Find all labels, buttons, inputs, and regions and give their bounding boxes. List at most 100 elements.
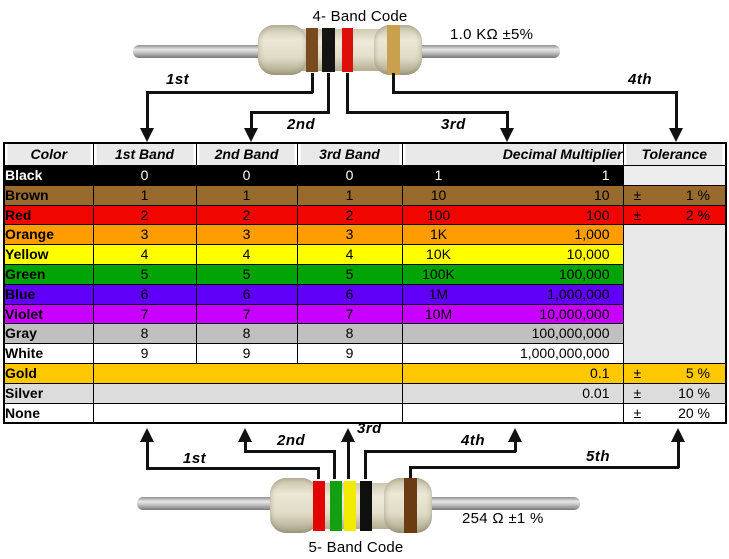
multiplier-cell [401, 402, 624, 424]
bottom-arrow-2nd-head [238, 428, 252, 442]
multiplier-prefix: 100 [426, 206, 451, 223]
bottom-band-1st-red [313, 481, 325, 531]
multiplier-value: 100 [586, 206, 610, 223]
multiplier-cell: 100 100 [401, 204, 624, 226]
plus-minus-sign: ± [633, 206, 642, 223]
header-1st-band: 1st Band [92, 142, 197, 166]
multiplier-value: 1,000 [574, 226, 610, 243]
top-arrow-4th-head [669, 128, 683, 142]
multiplier-cell: 1M 1,000,000 [401, 283, 624, 305]
color-name-cell: Orange [3, 224, 94, 246]
top-band-4th-gold [387, 25, 400, 75]
tolerance-cell [622, 224, 727, 364]
top-arrow-1st-line [146, 91, 313, 94]
multiplier-value: 10,000,000 [539, 305, 610, 322]
multiplier-value: 1 [601, 167, 610, 183]
top-arrow-1st-line [146, 91, 149, 129]
bottom-band-4th-black [360, 481, 372, 531]
bottom-arrow-4th-line [364, 450, 516, 453]
multiplier-value: 100,000 [558, 265, 610, 282]
header-color: Color [3, 142, 94, 166]
bottom-arrow-3rd-head [341, 428, 355, 442]
plus-minus-sign: ± [633, 364, 642, 381]
tolerance-cell: ±20 % [622, 402, 727, 424]
multiplier-prefix: 10M [424, 305, 453, 322]
top-arrow-2nd-label: 2nd [287, 116, 316, 133]
band-digit-cell: 0 [92, 165, 197, 186]
top-arrow-1st-head [140, 128, 154, 142]
top-band-1st-brown [306, 28, 318, 72]
bottom-arrow-4th-label: 4th [461, 432, 485, 449]
color-name-cell: Green [3, 263, 94, 285]
tolerance-cell [622, 165, 727, 186]
table-row: Blue 6 6 6 1M 1,000,000 [3, 283, 726, 305]
bottom-arrow-2nd-line [244, 450, 335, 453]
bottom-band-3rd-yellow [344, 481, 356, 531]
tolerance-value: 5 % [685, 364, 710, 381]
bottom-arrow-3rd-line [347, 441, 350, 479]
tolerance-cell: ±10 % [622, 382, 727, 404]
color-code-table: Color 1st Band 2nd Band 3rd Band Decimal… [3, 142, 727, 425]
plus-minus-sign: ± [633, 404, 642, 421]
table-row: Orange 3 3 3 1K 1,000 [3, 224, 727, 364]
top-arrow-3rd-line [346, 73, 349, 113]
color-name-cell: Brown [3, 184, 94, 206]
table-row: Gold 0.1 ±5 % [3, 362, 727, 384]
bottom-arrow-5th-line [677, 441, 680, 468]
multiplier-prefix: 1K [429, 226, 448, 243]
bottom-arrow-5th-line [409, 466, 412, 479]
bottom-arrow-4th-head [508, 428, 522, 442]
bottom-arrow-2nd-line [333, 450, 336, 479]
merged-bands-cell [92, 402, 403, 424]
multiplier-cell: 10M 10,000,000 [401, 303, 624, 325]
header-2nd-band: 2nd Band [195, 142, 298, 166]
header-tolerance: Tolerance [622, 142, 727, 166]
table-row: Violet 7 7 7 10M 10,000,000 [3, 303, 726, 325]
table-row: Silver 0.01 ±10 % [3, 382, 727, 404]
bottom-band-5th-brown [404, 478, 417, 533]
band-digit-cell: 2 [195, 204, 298, 226]
multiplier-cell: 0.01 [401, 382, 624, 404]
band-digit-cell: 9 [92, 343, 197, 364]
bottom-arrow-5th-label: 5th [586, 448, 610, 465]
top-arrow-4th-line [392, 73, 395, 93]
table-row: None ±20 % [3, 402, 727, 424]
top-arrow-4th-line [392, 91, 678, 94]
band-digit-cell: 5 [296, 263, 403, 285]
band-digit-cell: 7 [92, 303, 197, 325]
multiplier-value: 0.01 [582, 384, 610, 401]
band-digit-cell: 3 [92, 224, 197, 246]
multiplier-cell: 10 10 [401, 184, 624, 206]
band-digit-cell: 8 [92, 323, 197, 345]
band-digit-cell: 4 [92, 244, 197, 265]
multiplier-prefix: 100K [422, 265, 455, 282]
multiplier-value: 1,000,000,000 [519, 345, 610, 362]
band-digit-cell: 3 [195, 224, 298, 246]
top-resistor-value: 1.0 KΩ ±5% [450, 26, 534, 43]
table-header-row: Color 1st Band 2nd Band 3rd Band Decimal… [3, 142, 727, 166]
band-digit-cell: 0 [195, 165, 298, 186]
header-decimal-multiplier: Decimal Multiplier [401, 142, 624, 166]
table-row: Gray 8 8 8 100,000,000 [3, 323, 726, 345]
top-arrow-2nd-line [327, 73, 330, 113]
band-digit-cell: 4 [296, 244, 403, 265]
multiplier-cell: 100K 100,000 [401, 263, 624, 285]
top-arrow-3rd-line [506, 111, 509, 129]
table-row: Green 5 5 5 100K 100,000 [3, 263, 726, 285]
bottom-arrow-1st-line [317, 467, 320, 479]
top-arrow-3rd-label: 3rd [441, 116, 466, 133]
band-digit-cell: 0 [296, 165, 403, 186]
multiplier-value: 0.1 [590, 364, 610, 381]
top-arrow-4th-label: 4th [628, 71, 652, 88]
band-digit-cell: 1 [296, 184, 403, 206]
bottom-band-2nd-green [330, 481, 342, 531]
multiplier-cell: 1,000,000,000 [401, 343, 624, 364]
top-arrow-2nd-head [244, 128, 258, 142]
top-arrow-3rd-line [346, 111, 508, 114]
bottom-arrow-1st-line [146, 441, 149, 470]
bottom-arrow-4th-line [364, 450, 367, 479]
multiplier-prefix: 10K [426, 246, 451, 263]
five-band-code-title: 5- Band Code [308, 539, 404, 556]
band-digit-cell: 2 [92, 204, 197, 226]
